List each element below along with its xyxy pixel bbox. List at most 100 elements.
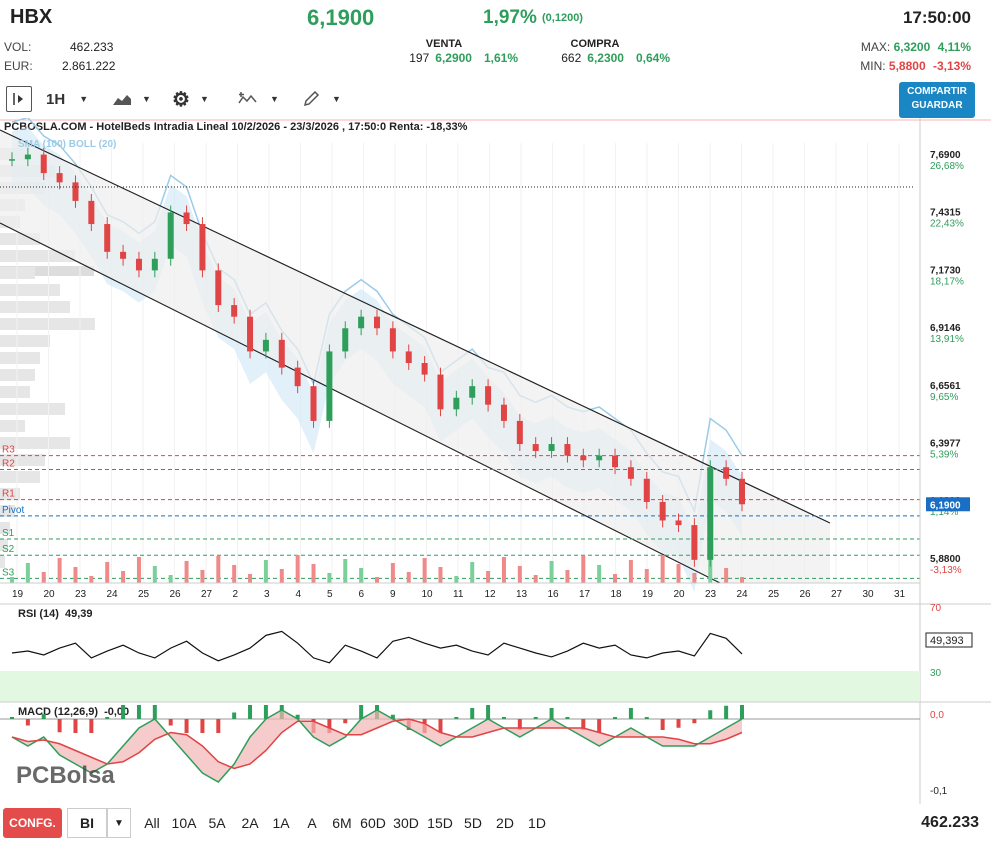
volume-bars: [10, 555, 744, 583]
volume-bar: [390, 563, 395, 583]
candle: [199, 217, 206, 278]
volume-profile-bar: [0, 266, 94, 276]
candle: [310, 379, 317, 428]
date-label: 23: [705, 589, 717, 600]
volume-bar: [597, 565, 602, 583]
candle: [437, 367, 444, 417]
rsi-label: RSI (14) 49,39: [18, 608, 93, 620]
macd-histogram-bar: [327, 719, 332, 733]
volume-bar: [565, 570, 570, 583]
macd-histogram-bar: [73, 719, 78, 733]
candle: [564, 437, 571, 463]
interval-selector[interactable]: 1H ▼: [46, 86, 88, 112]
chart-type-button[interactable]: ▼: [112, 86, 151, 112]
candle-body: [627, 467, 634, 479]
range-button-2d[interactable]: 2D: [496, 815, 514, 831]
indicators-button[interactable]: ▼: [238, 86, 279, 112]
range-button-all[interactable]: All: [144, 815, 160, 831]
date-label: 6: [359, 589, 365, 600]
range-button-6m[interactable]: 6M: [332, 815, 352, 831]
chevron-down-icon: ▼: [79, 94, 89, 104]
macd-histogram-bar: [517, 719, 522, 730]
candle: [723, 460, 730, 486]
macd-histogram-bar: [501, 717, 506, 719]
euro-value: 2.861.222: [62, 59, 116, 73]
bi-dropdown-button[interactable]: ▼: [107, 808, 131, 838]
range-button-2a[interactable]: 2A: [241, 815, 259, 831]
venta-box: VENTA 197 6,2900 1,61%: [370, 38, 518, 68]
candle-body: [405, 351, 412, 363]
candle: [374, 309, 380, 336]
venta-pct: 1,61%: [483, 51, 518, 65]
volume-bar: [10, 577, 14, 583]
candle-body: [516, 420, 523, 445]
volume-bar: [740, 577, 744, 583]
euro-label: EUR:: [4, 59, 33, 73]
volume-value: 462.233: [70, 40, 114, 54]
range-button-60d[interactable]: 60D: [360, 815, 386, 831]
config-button[interactable]: CONFG.: [3, 808, 62, 838]
candle-body: [167, 212, 174, 259]
venta-qty: 197: [409, 51, 430, 65]
volume-bar: [438, 567, 443, 583]
volume-profile-row: [0, 471, 40, 483]
range-button-15d[interactable]: 15D: [427, 815, 453, 831]
candle-body: [40, 154, 47, 174]
candle-body: [88, 200, 95, 225]
volume-profile-row: [0, 250, 75, 262]
settings-button[interactable]: ⚙ ▼: [172, 86, 209, 112]
volume-bar: [57, 558, 62, 583]
macd-histogram-bar: [549, 708, 554, 719]
range-button-1d[interactable]: 1D: [528, 815, 546, 831]
macd-histogram-bar: [454, 717, 459, 719]
range-button-a[interactable]: A: [307, 815, 317, 831]
range-button-5d[interactable]: 5D: [464, 815, 482, 831]
candle-body: [612, 455, 619, 468]
macd-histogram-bar: [660, 719, 665, 730]
overlay-legend: SMA (100) BOLL (20): [18, 139, 116, 150]
volume-bar: [232, 565, 237, 583]
range-button-30d[interactable]: 30D: [393, 815, 419, 831]
range-button-5a[interactable]: 5A: [208, 815, 226, 831]
interval-label: 1H: [46, 90, 66, 108]
level-label-s2: S2: [2, 544, 15, 555]
candle: [548, 437, 555, 458]
volume-profile-row: [0, 318, 95, 330]
candle: [421, 356, 428, 382]
volume-bar: [628, 560, 633, 583]
candle: [120, 244, 127, 266]
candle-body: [437, 374, 444, 410]
macd-value: -0,00: [104, 706, 129, 718]
candle-body: [643, 478, 650, 502]
macd-histogram-bar: [248, 705, 253, 719]
date-label: 18: [611, 589, 623, 600]
volume-bar: [644, 569, 649, 583]
range-button-1a[interactable]: 1A: [272, 815, 290, 831]
share-save-button[interactable]: COMPARTIR GUARDAR: [899, 82, 975, 118]
volume-bar: [25, 563, 30, 583]
date-label: 27: [831, 589, 843, 600]
volume-bar: [422, 558, 427, 583]
price-axis-value: 7,4315: [930, 208, 961, 219]
price-axis-value: 6,9146: [930, 323, 961, 334]
candle: [24, 147, 31, 167]
candle-body: [294, 367, 301, 387]
candle-body: [135, 258, 142, 271]
drawing-tools-button[interactable]: ▼: [302, 86, 341, 112]
panel-toggle-button[interactable]: [6, 86, 32, 112]
volume-bar: [41, 572, 46, 583]
candle: [707, 460, 714, 567]
max-value: 6,3200: [893, 40, 931, 54]
macd-histogram-bar: [200, 719, 205, 733]
candle: [278, 332, 285, 375]
date-label: 10: [422, 589, 434, 600]
candle-body: [723, 467, 730, 479]
candle-body: [247, 316, 254, 352]
share-label: COMPARTIR: [907, 86, 967, 97]
bi-select[interactable]: BI: [67, 808, 107, 838]
volume-bar: [660, 555, 665, 583]
candles: [9, 147, 745, 567]
range-button-10a[interactable]: 10A: [171, 815, 197, 831]
macd-histogram-bar: [533, 717, 538, 719]
